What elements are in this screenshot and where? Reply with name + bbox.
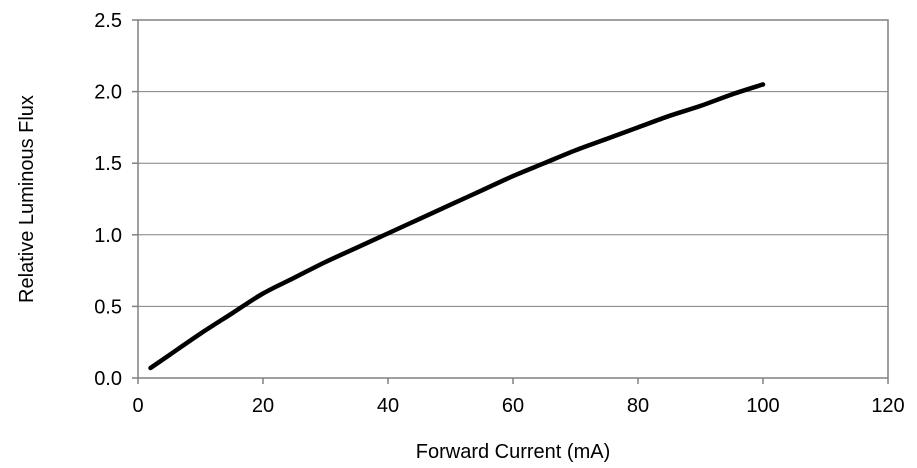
x-tick-label: 60: [502, 395, 524, 417]
y-axis-title: Relative Luminous Flux: [16, 95, 38, 303]
y-axis-ticks: 0.0 0.5 1.0 1.5 2.0 2.5: [94, 10, 138, 390]
y-tick-label: 2.0: [94, 82, 122, 104]
x-tick-label: 20: [252, 395, 274, 417]
y-tick-label: 1.5: [94, 153, 122, 175]
plot-area: [137, 19, 889, 379]
y-tick-label: 0.5: [94, 296, 122, 318]
x-tick-label: 100: [746, 395, 779, 417]
y-tick-label: 0.0: [94, 368, 122, 390]
x-axis-title: Forward Current (mA): [416, 441, 610, 463]
series-layer: [148, 82, 766, 371]
y-tick-label: 2.5: [94, 10, 122, 32]
x-tick-label: 120: [871, 395, 904, 417]
series-line: [148, 82, 766, 371]
grid: [138, 91, 888, 307]
x-axis-ticks: 0 20 40 60 80 100 120: [132, 378, 905, 417]
y-tick-label: 1.0: [94, 225, 122, 247]
x-tick-label: 80: [627, 395, 649, 417]
x-tick-label: 40: [377, 395, 399, 417]
x-tick-label: 0: [132, 395, 143, 417]
